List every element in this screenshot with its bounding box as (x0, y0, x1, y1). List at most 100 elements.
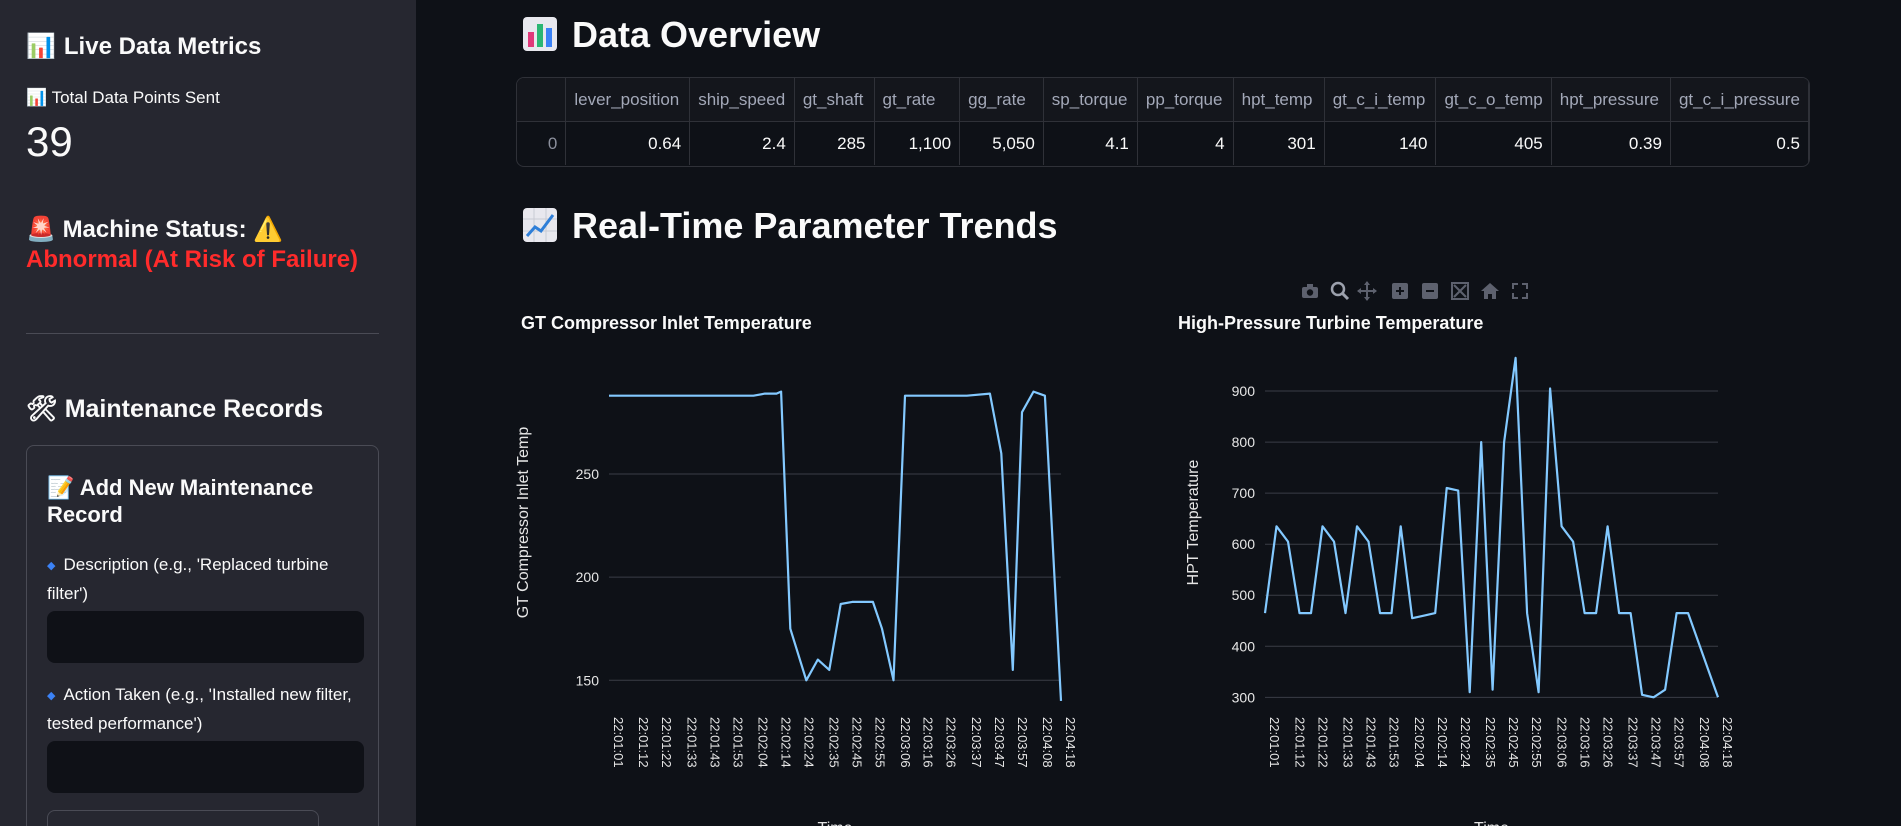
x-tick-label: 22:04:08 (1040, 717, 1055, 768)
x-tick-label: 22:02:35 (1483, 717, 1498, 768)
hpt-temp-chart[interactable]: 300 400 500 600 700 800 900 22:01:01 22:01:12 22:… (1166, 340, 1736, 826)
x-tick-label: 22:02:24 (801, 717, 816, 768)
y-axis-label: HPT Temperature (1185, 460, 1202, 586)
column-header[interactable]: sp_torque (1043, 78, 1138, 122)
x-tick-label: 22:01:01 (611, 717, 626, 768)
table-cell[interactable]: 285 (794, 121, 875, 165)
column-header[interactable]: gt_shaft (794, 78, 875, 122)
trends-heading: Real-Time Parameter Trends (522, 205, 1058, 247)
divider (26, 333, 379, 334)
x-tick-label: 22:03:47 (992, 717, 1007, 768)
table-cell[interactable]: 140 (1324, 121, 1437, 165)
x-tick-label: 22:02:35 (827, 717, 842, 768)
column-header[interactable]: pp_torque (1137, 78, 1234, 122)
home-icon[interactable] (1479, 280, 1501, 302)
action-input[interactable] (47, 741, 364, 793)
warning-icon: ⚠️ (253, 216, 284, 243)
column-header[interactable]: gg_rate (959, 78, 1044, 122)
series-line (1263, 356, 1720, 699)
chart-title-gt-inlet: GT Compressor Inlet Temperature (521, 313, 812, 333)
camera-icon[interactable] (1299, 280, 1321, 302)
blue-diamond-icon: ◆ (47, 559, 56, 572)
table-cell[interactable]: 0.5 (1670, 121, 1809, 165)
series-line (609, 390, 1063, 701)
x-axis-label: Time (1474, 820, 1509, 826)
table-cell[interactable]: 301 (1233, 121, 1325, 165)
column-header[interactable]: gt_c_i_pressure (1670, 78, 1809, 122)
siren-icon: 🚨 (26, 216, 56, 243)
autoscale-icon[interactable] (1449, 280, 1471, 302)
table-row[interactable]: 0 0.64 2.4 285 1,100 5,050 4.1 4 301 140… (517, 121, 1809, 165)
table-cell[interactable]: 0.39 (1551, 121, 1671, 165)
y-tick-label: 700 (1232, 485, 1256, 501)
x-tick-label: 22:02:24 (1458, 717, 1473, 768)
tools-icon: 🛠 (26, 395, 58, 423)
x-axis-label: Time (818, 820, 853, 826)
trend-up-icon (523, 208, 557, 242)
memo-icon: 📝 (47, 475, 75, 500)
x-tick-label: 22:02:55 (1529, 717, 1544, 768)
data-table[interactable]: lever_position ship_speed gt_shaft gt_ra… (516, 77, 1810, 167)
y-tick-label: 800 (1232, 434, 1256, 450)
y-axis-label: GT Compressor Inlet Temp (515, 427, 532, 619)
table-cell[interactable]: 4 (1137, 121, 1234, 165)
x-tick-label: 22:02:45 (1506, 717, 1521, 768)
y-tick-label: 900 (1232, 383, 1256, 399)
y-tick-label: 600 (1232, 536, 1256, 552)
x-tick-label: 22:02:55 (873, 717, 888, 768)
x-tick-label: 22:01:12 (636, 717, 651, 768)
x-tick-label: 22:01:22 (659, 717, 674, 768)
table-cell[interactable]: 1,100 (874, 121, 961, 165)
description-label: ◆ Description (e.g., 'Replaced turbine fi… (47, 555, 329, 603)
x-tick-label: 22:01:01 (1267, 717, 1282, 768)
column-header[interactable]: gt_c_o_temp (1435, 78, 1552, 122)
table-header-row: lever_position ship_speed gt_shaft gt_ra… (517, 78, 1809, 122)
column-header[interactable]: gt_rate (874, 78, 961, 122)
x-tick-label: 22:02:14 (1435, 717, 1450, 768)
table-cell[interactable]: 2.4 (689, 121, 795, 165)
y-tick-label: 250 (576, 466, 600, 482)
x-tick-label: 22:03:26 (944, 717, 959, 768)
bar-chart-icon: 📊 (26, 33, 56, 60)
description-input[interactable] (47, 611, 364, 663)
gt-inlet-temp-chart[interactable]: 150 200 250 22:01:01 22:01:12 22:01:22 22:01:3… (506, 340, 1076, 826)
column-header[interactable]: hpt_temp (1233, 78, 1325, 122)
x-tick-label: 22:01:43 (1364, 717, 1379, 768)
table-cell[interactable]: 4.1 (1043, 121, 1138, 165)
table-cell[interactable]: 0.64 (565, 121, 691, 165)
column-header[interactable]: gt_c_i_temp (1324, 78, 1437, 122)
main-content: Data Overview lever_position ship_speed … (416, 0, 1901, 826)
y-tick-label: 150 (576, 672, 600, 688)
column-header[interactable]: lever_position (565, 78, 691, 122)
x-tick-label: 22:03:37 (969, 717, 984, 768)
table-cell[interactable]: 405 (1435, 121, 1552, 165)
bar-chart-icon: 📊 (26, 88, 48, 107)
y-tick-label: 500 (1232, 587, 1256, 603)
x-tick-label: 22:03:16 (1577, 717, 1592, 768)
pan-icon[interactable] (1356, 280, 1378, 302)
x-tick-label: 22:03:57 (1672, 717, 1687, 768)
overview-heading: Data Overview (522, 14, 820, 56)
x-tick-label: 22:04:18 (1063, 717, 1076, 768)
x-tick-label: 22:04:18 (1720, 717, 1735, 768)
table-cell[interactable]: 5,050 (959, 121, 1044, 165)
zoom-in-icon[interactable] (1389, 280, 1411, 302)
column-header[interactable] (517, 78, 567, 122)
table-cell[interactable]: 0 (517, 121, 567, 165)
x-tick-label: 22:01:12 (1292, 717, 1307, 768)
next-field[interactable] (47, 810, 319, 826)
chart-title-hpt: High-Pressure Turbine Temperature (1178, 313, 1484, 333)
fullscreen-icon[interactable] (1509, 280, 1531, 302)
x-tick-label: 22:01:53 (730, 717, 745, 768)
x-tick-label: 22:02:14 (778, 717, 793, 768)
column-header[interactable]: ship_speed (689, 78, 795, 122)
column-header[interactable]: hpt_pressure (1551, 78, 1671, 122)
x-tick-label: 22:02:04 (756, 717, 771, 768)
y-tick-label: 300 (1232, 689, 1256, 705)
zoom-out-icon[interactable] (1419, 280, 1441, 302)
zoom-icon[interactable] (1329, 280, 1351, 302)
y-tick-label: 400 (1232, 638, 1256, 654)
x-tick-label: 22:03:06 (1554, 717, 1569, 768)
x-tick-label: 22:01:33 (1341, 717, 1356, 768)
x-tick-label: 22:02:04 (1412, 717, 1427, 768)
